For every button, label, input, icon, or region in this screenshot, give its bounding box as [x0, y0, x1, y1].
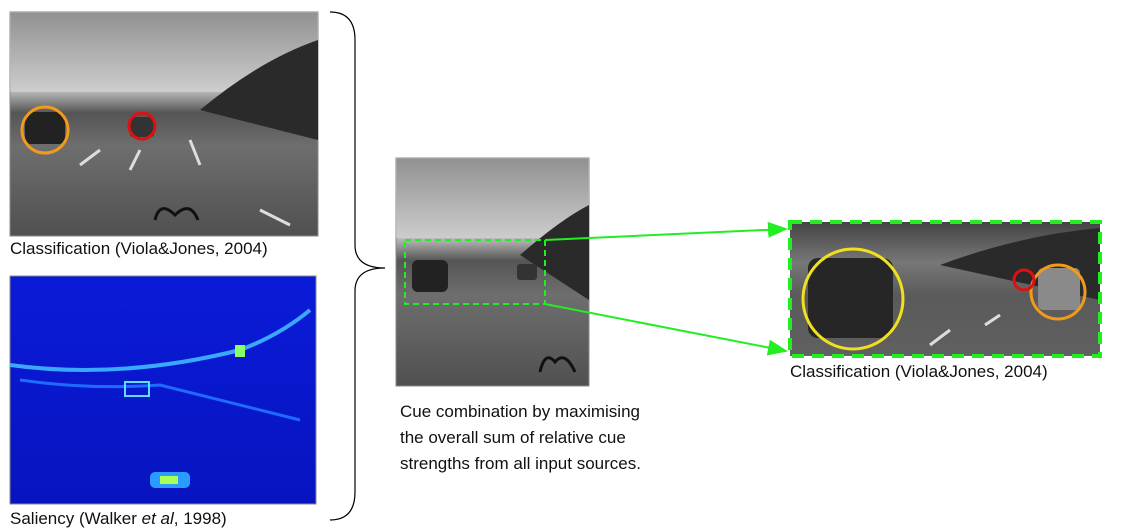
- caption: Classification (Viola&Jones, 2004): [790, 362, 1048, 381]
- caption-line: Cue combination by maximising: [400, 402, 640, 421]
- caption-italic: et al: [142, 509, 175, 528]
- road-image: [396, 158, 589, 386]
- caption: Classification (Viola&Jones, 2004): [10, 239, 268, 258]
- caption-line: the overall sum of relative cue: [400, 428, 626, 447]
- road-image: [10, 12, 318, 236]
- crop-image: [790, 222, 1100, 356]
- caption-line: strengths from all input sources.: [400, 454, 641, 473]
- caption-part: Saliency (Walker: [10, 509, 142, 528]
- caption-part: , 1998): [174, 509, 227, 528]
- figure: Classification (Viola&Jones, 2004) Salie…: [0, 0, 1133, 530]
- caption: Saliency (Walker et al, 1998): [10, 509, 227, 528]
- saliency-image: [10, 276, 316, 504]
- brace: [330, 12, 385, 520]
- page: Classification (Viola&Jones, 2004) Salie…: [0, 0, 1133, 530]
